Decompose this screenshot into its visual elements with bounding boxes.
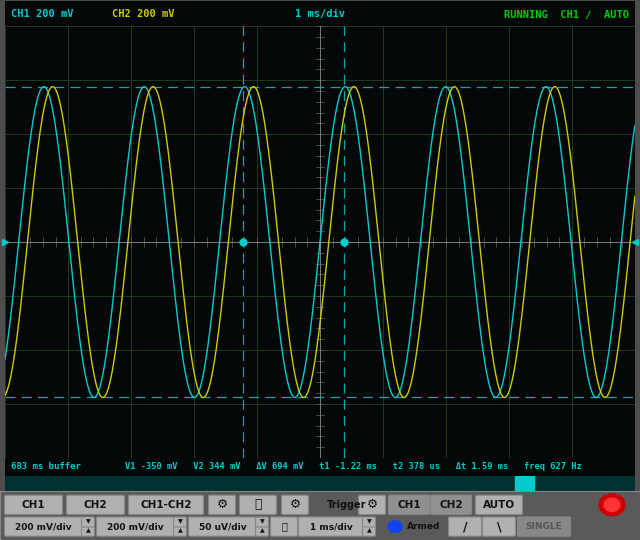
Text: ▼: ▼ — [178, 519, 182, 524]
FancyBboxPatch shape — [362, 526, 376, 536]
Bar — [515, 476, 534, 491]
Text: CH1 200 mV: CH1 200 mV — [12, 9, 74, 19]
Text: Armed: Armed — [407, 522, 440, 531]
Text: CH2: CH2 — [84, 500, 108, 510]
FancyBboxPatch shape — [255, 517, 269, 527]
Text: ▼: ▼ — [86, 519, 90, 524]
Text: 200 mV/div: 200 mV/div — [107, 522, 164, 531]
Text: V1 -350 mV   V2 344 mV   ΔV 694 mV   t1 -1.22 ms   t2 378 us   Δt 1.59 ms   freq: V1 -350 mV V2 344 mV ΔV 694 mV t1 -1.22 … — [125, 462, 582, 471]
FancyBboxPatch shape — [239, 495, 276, 515]
Text: ▲: ▲ — [86, 529, 90, 534]
Text: ⚙: ⚙ — [289, 498, 301, 511]
FancyBboxPatch shape — [271, 517, 298, 536]
FancyBboxPatch shape — [81, 517, 95, 527]
Text: CH2: CH2 — [439, 500, 463, 510]
FancyBboxPatch shape — [358, 495, 385, 515]
FancyBboxPatch shape — [483, 517, 515, 536]
Text: \: \ — [497, 520, 501, 533]
FancyBboxPatch shape — [67, 495, 125, 515]
Text: 📷: 📷 — [281, 522, 287, 531]
Circle shape — [599, 494, 625, 516]
Text: CH2 200 mV: CH2 200 mV — [112, 9, 175, 19]
Text: CH1: CH1 — [397, 500, 421, 510]
Text: 200 mV/div: 200 mV/div — [15, 522, 72, 531]
Text: /: / — [463, 520, 467, 533]
FancyBboxPatch shape — [189, 517, 257, 536]
Text: ▼: ▼ — [340, 17, 347, 26]
Text: ▼: ▼ — [260, 519, 264, 524]
Text: 1 ms/div: 1 ms/div — [295, 9, 345, 19]
Text: 683 ms buffer: 683 ms buffer — [12, 462, 81, 471]
Text: RUNNING  CH1 ∕  AUTO: RUNNING CH1 ∕ AUTO — [504, 9, 628, 19]
FancyBboxPatch shape — [4, 517, 83, 536]
Circle shape — [604, 498, 620, 511]
FancyBboxPatch shape — [449, 517, 481, 536]
Text: ⧉: ⧉ — [254, 498, 262, 511]
Text: ▲: ▲ — [178, 529, 182, 534]
FancyBboxPatch shape — [129, 495, 204, 515]
FancyBboxPatch shape — [431, 495, 472, 515]
FancyBboxPatch shape — [298, 517, 364, 536]
FancyBboxPatch shape — [476, 495, 522, 515]
Text: ⚙: ⚙ — [216, 498, 228, 511]
FancyBboxPatch shape — [173, 517, 186, 527]
FancyBboxPatch shape — [4, 495, 63, 515]
Text: 50 uV/div: 50 uV/div — [198, 522, 246, 531]
FancyBboxPatch shape — [388, 495, 429, 515]
Text: ▲: ▲ — [367, 529, 371, 534]
FancyBboxPatch shape — [209, 495, 236, 515]
FancyBboxPatch shape — [81, 526, 95, 536]
FancyBboxPatch shape — [362, 517, 376, 527]
Text: ⚙: ⚙ — [366, 498, 378, 511]
FancyBboxPatch shape — [282, 495, 308, 515]
Circle shape — [388, 521, 402, 532]
Text: Trigger: Trigger — [327, 500, 367, 510]
FancyBboxPatch shape — [518, 517, 570, 536]
Text: 1 ms/div: 1 ms/div — [310, 522, 353, 531]
Text: ▼: ▼ — [367, 519, 371, 524]
Text: SINGLE: SINGLE — [525, 522, 563, 531]
Text: CH1: CH1 — [22, 500, 45, 510]
FancyBboxPatch shape — [173, 526, 186, 536]
Text: AUTO: AUTO — [483, 500, 515, 510]
Text: ▲: ▲ — [340, 458, 347, 467]
FancyBboxPatch shape — [255, 526, 269, 536]
Text: ▲: ▲ — [260, 529, 264, 534]
Text: CH1-CH2: CH1-CH2 — [140, 500, 192, 510]
FancyBboxPatch shape — [97, 517, 175, 536]
